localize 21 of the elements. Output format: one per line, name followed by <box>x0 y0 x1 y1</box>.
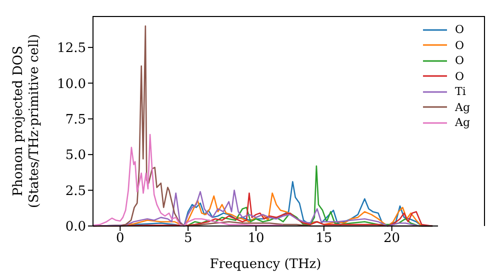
y-axis-title: Phonon projected DOS (States/THz·primitive cell) <box>11 34 42 208</box>
y-tick-label: 7.5 <box>65 112 86 128</box>
x-axis-title: Frequency (THz) <box>210 257 322 272</box>
x-tick-label: 5 <box>184 231 192 246</box>
y-tick-label: 12.5 <box>57 41 86 56</box>
y-tick-label: 5.0 <box>65 148 86 164</box>
x-tick-label: 0 <box>116 231 124 246</box>
y-tick-label: 0.0 <box>65 220 86 235</box>
x-tick-label: 10 <box>248 231 264 246</box>
legend-label: O <box>455 68 464 84</box>
legend-label: Ti <box>455 84 466 100</box>
x-tick-label: 15 <box>316 231 332 246</box>
y-tick-label: 2.5 <box>65 184 86 199</box>
legend-label: Ag <box>455 115 470 130</box>
legend-label: Ag <box>455 100 470 115</box>
y-tick-label: 10.0 <box>57 76 86 92</box>
line-series <box>92 134 284 227</box>
x-tick-label: 20 <box>384 231 400 246</box>
legend-label: O <box>455 38 464 53</box>
legend-label: O <box>455 53 464 68</box>
legend-label: O <box>455 22 464 38</box>
